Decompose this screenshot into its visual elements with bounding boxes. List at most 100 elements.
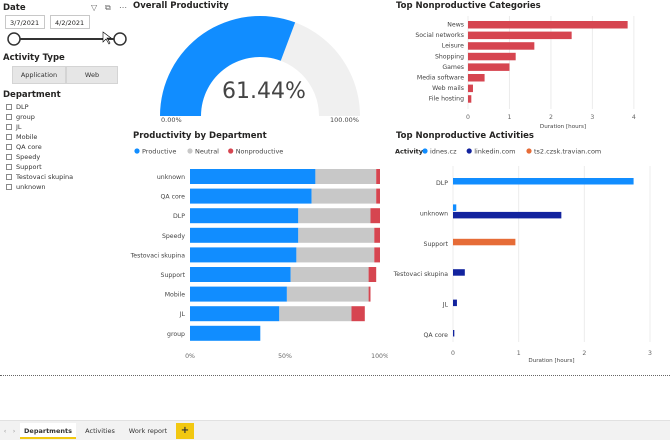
slider-track bbox=[13, 38, 121, 40]
legend-title: Activity bbox=[395, 148, 424, 156]
department-bar-segment bbox=[190, 208, 299, 224]
gauge-max-label: 100.00% bbox=[330, 116, 359, 124]
department-option[interactable]: unknown bbox=[6, 182, 46, 192]
checkbox-icon[interactable] bbox=[6, 114, 12, 120]
department-option[interactable]: JL bbox=[6, 122, 22, 132]
checkbox-icon[interactable] bbox=[6, 144, 12, 150]
activity-type-application-button[interactable]: Application bbox=[12, 66, 66, 84]
top-nonproductive-activities-chart: Activity idnes.cz linkedin.com ts2.czsk.tra… bbox=[393, 148, 652, 365]
activity-bar bbox=[453, 204, 457, 211]
department-bar-segment bbox=[190, 227, 299, 243]
checkbox-icon[interactable] bbox=[6, 164, 12, 170]
x-tick-label: 4 bbox=[632, 114, 636, 121]
department-label: QA core bbox=[161, 194, 186, 201]
department-option[interactable]: DLP bbox=[6, 102, 29, 112]
date-end-input[interactable]: 4/2/2021 bbox=[50, 15, 90, 29]
category-bar bbox=[468, 74, 485, 82]
add-page-button[interactable]: + bbox=[176, 423, 194, 439]
department-label: DLP bbox=[173, 213, 185, 220]
tab-work-report[interactable]: Work report bbox=[128, 427, 168, 435]
top-nonproductive-activities-title: Top Nonproductive Activities bbox=[396, 131, 534, 141]
department-option[interactable]: Support bbox=[6, 162, 42, 172]
activity-bar bbox=[453, 330, 455, 337]
slider-start-handle[interactable] bbox=[7, 32, 21, 46]
top-nonproductive-categories-title: Top Nonproductive Categories bbox=[396, 1, 541, 11]
checkbox-icon[interactable] bbox=[6, 104, 12, 110]
activity-category-label: QA core bbox=[424, 332, 449, 339]
category-bar bbox=[468, 21, 628, 29]
department-option[interactable]: Mobile bbox=[6, 132, 37, 142]
legend-label: Nonproductive bbox=[236, 148, 284, 156]
department-bar-segment bbox=[290, 267, 369, 282]
legend-marker bbox=[228, 148, 234, 154]
department-bar-segment bbox=[190, 169, 316, 184]
department-bar-segment bbox=[351, 306, 365, 322]
x-tick-label: 100% bbox=[371, 353, 388, 360]
activity-category-label: unknown bbox=[420, 210, 448, 217]
date-range-slider[interactable] bbox=[3, 30, 130, 50]
department-label: Speedy bbox=[162, 233, 185, 240]
activity-type-title: Activity Type bbox=[3, 53, 65, 63]
department-bar-segment bbox=[190, 306, 280, 322]
legend-label: linkedin.com bbox=[474, 148, 515, 156]
checkbox-icon[interactable] bbox=[6, 154, 12, 160]
x-tick-label: 0 bbox=[451, 350, 455, 357]
department-option[interactable]: Testovaci skupina bbox=[6, 172, 73, 182]
category-bar bbox=[468, 31, 572, 40]
productivity-by-department-chart: Productive Neutral Nonproductive unknown QA … bbox=[130, 148, 388, 361]
x-tick-label: 0% bbox=[185, 353, 195, 360]
activity-bar bbox=[453, 299, 457, 307]
category-bar bbox=[468, 95, 472, 103]
department-bar-segment bbox=[370, 208, 380, 224]
activity-type-web-button[interactable]: Web bbox=[66, 66, 118, 84]
activity-category-label: JL bbox=[442, 302, 449, 309]
department-bar-segment bbox=[298, 208, 371, 224]
tab-departments[interactable]: Departments bbox=[20, 423, 76, 439]
activity-category-label: Testovaci skupina bbox=[393, 271, 449, 278]
checkbox-icon[interactable] bbox=[6, 174, 12, 180]
department-option[interactable]: QA core bbox=[6, 142, 42, 152]
x-tick-label: 1 bbox=[517, 350, 521, 357]
department-label: Testovaci skupina bbox=[130, 252, 185, 259]
x-axis-title: Duration [hours] bbox=[528, 358, 574, 364]
legend-label: ts2.czsk.travian.com bbox=[534, 148, 601, 156]
department-label: Mobile bbox=[165, 292, 185, 299]
checkbox-icon[interactable] bbox=[6, 124, 12, 130]
x-tick-label: 3 bbox=[590, 114, 594, 121]
focus-mode-icon[interactable]: ⧉ bbox=[105, 3, 111, 12]
department-label: JL bbox=[179, 311, 186, 318]
more-options-icon[interactable]: ⋯ bbox=[119, 3, 127, 12]
department-bar-segment bbox=[279, 306, 352, 322]
department-label: unknown bbox=[157, 174, 185, 181]
legend-label: Neutral bbox=[195, 148, 219, 156]
tab-scroll-prev-icon[interactable]: ‹ bbox=[3, 427, 7, 435]
mouse-cursor-icon bbox=[102, 31, 112, 45]
category-bar bbox=[468, 52, 516, 61]
department-bar-segment bbox=[311, 188, 377, 204]
department-bar-segment bbox=[315, 169, 377, 184]
legend-marker bbox=[422, 148, 428, 154]
productivity-by-department-title: Productivity by Department bbox=[133, 131, 267, 141]
x-tick-label: 3 bbox=[648, 350, 652, 357]
x-tick-label: 1 bbox=[507, 114, 511, 121]
checkbox-icon[interactable] bbox=[6, 184, 12, 190]
slider-end-handle[interactable] bbox=[113, 32, 127, 46]
filter-icon[interactable]: ▽ bbox=[91, 3, 98, 12]
date-start-input[interactable]: 3/7/2021 bbox=[5, 15, 45, 29]
overall-productivity-gauge bbox=[160, 15, 360, 117]
department-bar-segment bbox=[190, 247, 297, 263]
department-option[interactable]: group bbox=[6, 112, 35, 122]
department-bar-segment bbox=[296, 247, 375, 263]
category-bar bbox=[468, 42, 535, 50]
department-option[interactable]: Speedy bbox=[6, 152, 40, 162]
activity-bar bbox=[453, 238, 516, 246]
x-tick-label: 2 bbox=[582, 350, 586, 357]
tab-activities[interactable]: Activities bbox=[85, 427, 115, 435]
checkbox-icon[interactable] bbox=[6, 134, 12, 140]
activity-category-label: Support bbox=[424, 241, 449, 248]
legend-marker bbox=[466, 148, 472, 154]
department-bar-segment bbox=[376, 169, 380, 184]
tab-scroll-next-icon[interactable]: › bbox=[12, 427, 16, 435]
department-bar-segment bbox=[374, 227, 380, 243]
category-label: Games bbox=[442, 64, 464, 71]
